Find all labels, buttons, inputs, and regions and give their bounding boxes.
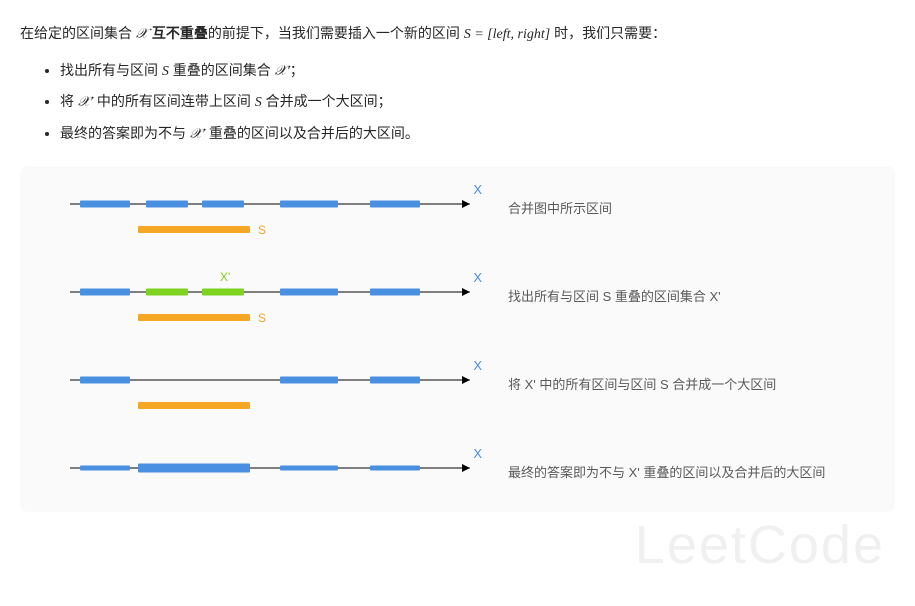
caption-1: 合并图中所示区间 bbox=[480, 196, 612, 217]
caption-2: 找出所有与区间 S 重叠的区间集合 X' bbox=[480, 284, 721, 305]
diagram-svg-1 bbox=[70, 196, 480, 246]
caption-3: 将 X' 中的所有区间与区间 S 合并成一个大区间 bbox=[480, 372, 776, 393]
axis-label-x: X bbox=[473, 446, 482, 461]
symbol-X: 𝒳 bbox=[136, 27, 148, 42]
axis-label-x: X bbox=[473, 182, 482, 197]
axis-label-x: X bbox=[473, 270, 482, 285]
diagram-row-1: X S 合并图中所示区间 bbox=[70, 196, 865, 246]
bullet-3: 最终的答案即为不与 𝒳′ 重叠的区间以及合并后的大区间。 bbox=[60, 120, 895, 149]
caption-4: 最终的答案即为不与 X' 重叠的区间以及合并后的大区间 bbox=[480, 460, 825, 481]
diagram-row-2: X X' S 找出所有与区间 S 重叠的区间集合 X' bbox=[70, 284, 865, 334]
bullet-2: 将 𝒳′ 中的所有区间连带上区间 S 合并成一个大区间； bbox=[60, 88, 895, 117]
diagram-row-3: X 将 X' 中的所有区间与区间 S 合并成一个大区间 bbox=[70, 372, 865, 422]
intro-paragraph: 在给定的区间集合 𝒳 互不重叠的前提下，当我们需要插入一个新的区间 S = [l… bbox=[20, 20, 895, 49]
diagram-container: X S 合并图中所示区间 X X' S 找出所有与区间 S 重叠的区间集合 X'… bbox=[20, 166, 895, 512]
symbol-S-eq: S = [left, right] bbox=[464, 27, 550, 42]
bullet-list: 找出所有与区间 S 重叠的区间集合 𝒳′； 将 𝒳′ 中的所有区间连带上区间 S… bbox=[20, 57, 895, 149]
intro-text: 在给定的区间集合 bbox=[20, 25, 136, 41]
diagram-svg-4 bbox=[70, 460, 480, 482]
diagram-svg-3 bbox=[70, 372, 480, 422]
label-s: S bbox=[258, 311, 266, 325]
watermark: LeetCode bbox=[635, 514, 885, 576]
diagram-svg-2 bbox=[70, 284, 480, 334]
intro-bold: 互不重叠 bbox=[152, 25, 208, 41]
axis-label-x: X bbox=[473, 358, 482, 373]
diagram-row-4: X 最终的答案即为不与 X' 重叠的区间以及合并后的大区间 bbox=[70, 460, 865, 482]
label-s: S bbox=[258, 223, 266, 237]
label-xprime: X' bbox=[220, 270, 230, 284]
bullet-1: 找出所有与区间 S 重叠的区间集合 𝒳′； bbox=[60, 57, 895, 86]
